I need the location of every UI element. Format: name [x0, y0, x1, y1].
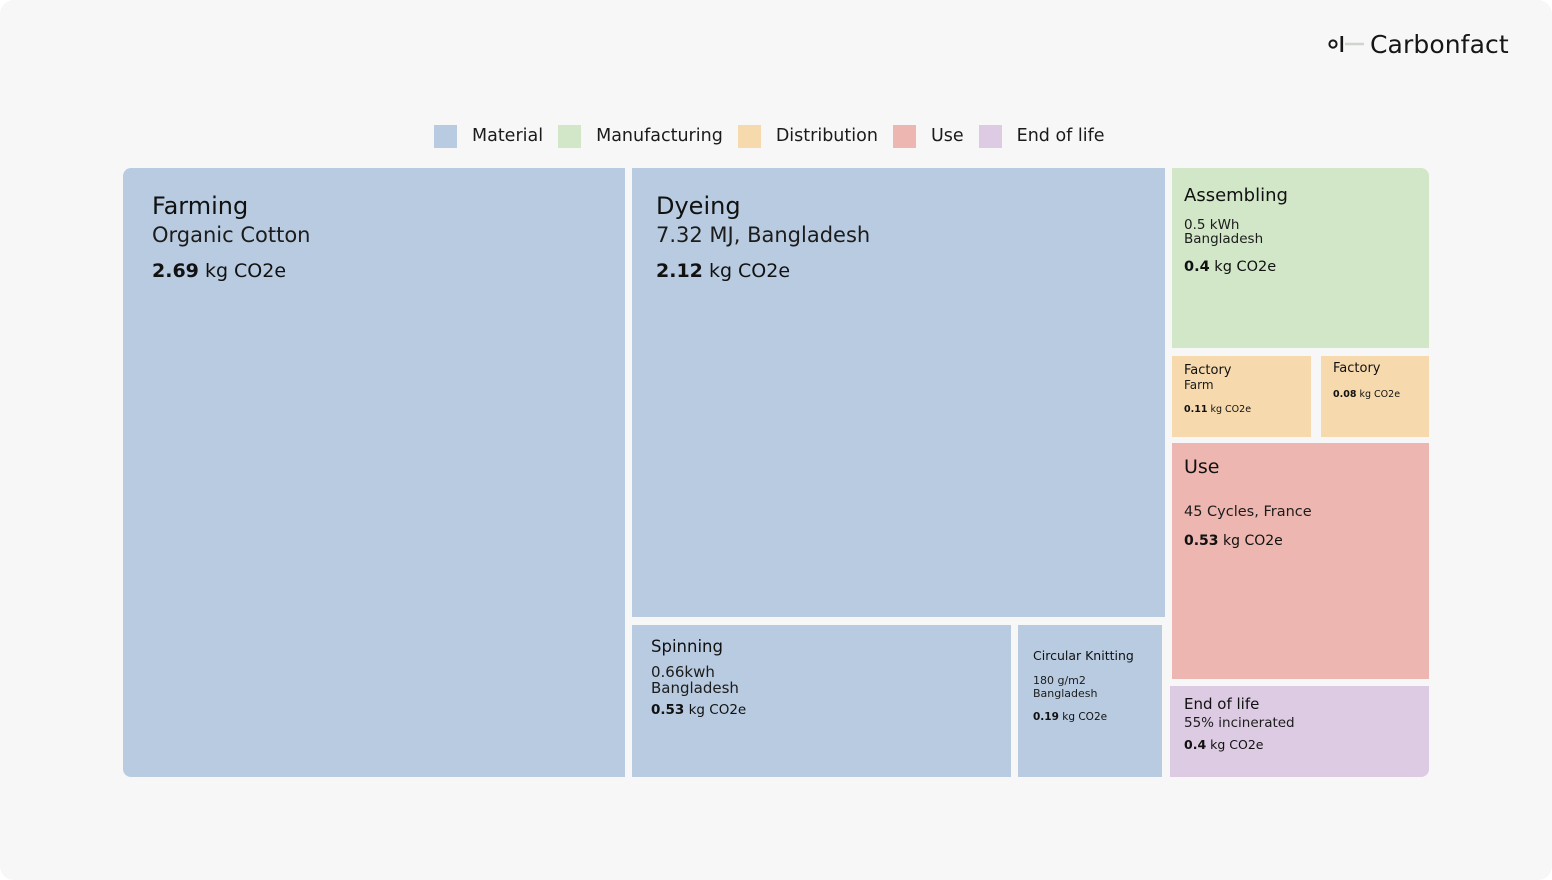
chart-legend: Material Manufacturing Distribution Use End … [434, 124, 1120, 148]
treemap-tile-dyeing: Dyeing 7.32 MJ, Bangladesh 2.12 kg CO2e [632, 168, 1165, 617]
tile-detail-line: Organic Cotton [152, 222, 311, 247]
tile-value-unit: kg CO2e [1359, 388, 1401, 400]
tile-name: Factory [1333, 361, 1381, 376]
legend-item-material: Material [434, 124, 544, 148]
treemap-tile-factory: Factory 0.08 kg CO2e [1321, 356, 1429, 437]
tile-detail: 7.32 MJ, Bangladesh [656, 223, 1141, 248]
treemap-tile-spinning: Spinning 0.66kwh Bangladesh 0.53 kg CO2e [632, 625, 1011, 777]
tile-detail: 45 Cycles, France [1184, 504, 1417, 521]
tile-value-number: 0.4 [1184, 737, 1207, 753]
tile-value-unit: kg CO2e [1062, 711, 1108, 724]
tile-value: 2.69 kg CO2e [152, 260, 596, 283]
treemap-tile-farming: Farming Organic Cotton 2.69 kg CO2e [123, 168, 625, 777]
tile-value-unit: kg CO2e [688, 701, 747, 718]
legend-label: Use [930, 126, 964, 146]
tile-value-unit: kg CO2e [1210, 403, 1252, 415]
tile-value: 0.4 kg CO2e [1184, 260, 1417, 275]
tile-value-number: 0.19 [1033, 711, 1059, 724]
tile-value-unit: kg CO2e [1214, 259, 1277, 276]
tile-detail: 55% incinerated [1184, 715, 1415, 731]
legend-label: End of life [1016, 126, 1105, 146]
legend-label: Manufacturing [596, 126, 723, 146]
carbonfact-logo-icon [1328, 36, 1364, 52]
tile-name: End of life [1184, 695, 1260, 713]
tile-detail-line: 0.66kwh [651, 662, 715, 681]
legend-item-use: Use [892, 124, 964, 148]
tile-detail-line: 0.5 kWh [1184, 216, 1240, 233]
tile-value-number: 2.69 [152, 259, 199, 282]
legend-item-manufacturing: Manufacturing [558, 124, 723, 148]
tile-value-number: 0.11 [1184, 403, 1208, 415]
tile-name: Factory [1184, 363, 1232, 378]
tile-value: 0.53 kg CO2e [1184, 533, 1417, 550]
legend-label: Material [472, 126, 544, 146]
tile-detail-line: Bangladesh [1033, 687, 1098, 701]
tile-detail-line: 180 g/m2 [1033, 673, 1086, 687]
tile-value-number: 2.12 [656, 259, 703, 282]
treemap-tile-use: Use 45 Cycles, France 0.53 kg CO2e [1172, 443, 1429, 679]
tile-name: Dyeing [656, 192, 741, 220]
tile-value-number: 0.08 [1333, 388, 1357, 400]
tile-value: 0.11 kg CO2e [1184, 403, 1299, 416]
tile-detail: 0.5 kWh Bangladesh [1184, 216, 1417, 248]
legend-item-distribution: Distribution [737, 124, 878, 148]
tile-value: 0.08 kg CO2e [1333, 388, 1417, 401]
tile-name: Use [1184, 456, 1220, 478]
tile-detail-line: Farm [1184, 377, 1214, 392]
legend-swatch [434, 124, 457, 148]
tile-detail: Farm [1184, 377, 1299, 393]
legend-label: Distribution [775, 126, 878, 146]
tile-name: Farming [152, 192, 249, 220]
treemap-tile-assembling: Assembling 0.5 kWh Bangladesh 0.4 kg CO2e [1172, 168, 1429, 348]
tile-value-number: 0.4 [1184, 259, 1210, 276]
tile-name: Assembling [1184, 185, 1288, 206]
tile-value-number: 0.53 [1184, 533, 1219, 550]
tile-value-unit: kg CO2e [1223, 533, 1283, 550]
tile-detail: Organic Cotton [152, 223, 596, 248]
tile-detail: 0.66kwh Bangladesh [651, 664, 992, 696]
treemap-tile-end-of-life: End of life 55% incinerated 0.4 kg CO2e [1170, 686, 1429, 777]
tile-value: 2.12 kg CO2e [656, 260, 1141, 283]
treemap-tile-circular-knitting: Circular Knitting 180 g/m2 Bangladesh 0.19 … [1018, 625, 1162, 777]
legend-item-end-of-life: End of life [978, 124, 1105, 148]
tile-value-number: 0.53 [651, 701, 685, 718]
tile-value: 0.53 kg CO2e [651, 703, 992, 717]
tile-value: 0.19 kg CO2e [1033, 711, 1147, 724]
tile-detail-line: Bangladesh [1184, 231, 1264, 248]
brand-logo: Carbonfact [1326, 28, 1509, 60]
brand-name: Carbonfact [1370, 29, 1509, 59]
tile-detail-line: 55% incinerated [1184, 715, 1295, 731]
tile-value-unit: kg CO2e [204, 259, 287, 282]
tile-name: Spinning [651, 637, 723, 656]
legend-swatch [558, 124, 582, 148]
tile-value-unit: kg CO2e [708, 259, 791, 282]
legend-swatch [737, 124, 761, 148]
tile-name: Circular Knitting [1033, 648, 1134, 663]
tile-value: 0.4 kg CO2e [1184, 737, 1415, 752]
tile-detail-line: 45 Cycles, France [1184, 503, 1312, 520]
legend-swatch [978, 124, 1002, 148]
tile-detail-line: 7.32 MJ, Bangladesh [656, 222, 871, 247]
legend-swatch [892, 124, 916, 148]
tile-value-unit: kg CO2e [1210, 737, 1264, 753]
tile-detail: 180 g/m2 Bangladesh [1033, 674, 1147, 702]
treemap-tile-factory-farm: Factory Farm 0.11 kg CO2e [1172, 356, 1311, 437]
tile-detail-line: Bangladesh [651, 678, 739, 697]
